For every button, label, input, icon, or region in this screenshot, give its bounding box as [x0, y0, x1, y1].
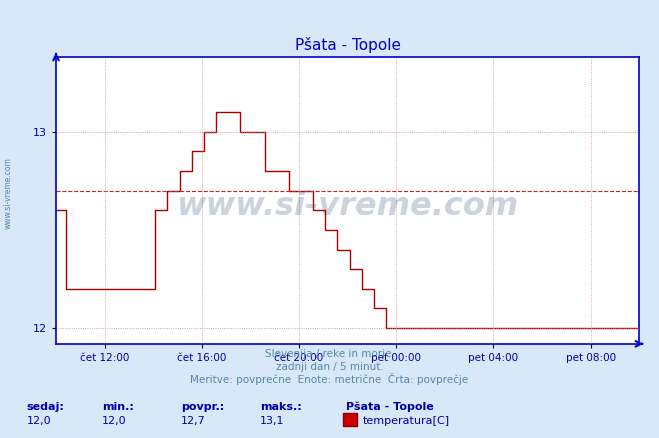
Text: Meritve: povprečne  Enote: metrične  Črta: povprečje: Meritve: povprečne Enote: metrične Črta:… — [190, 373, 469, 385]
Text: sedaj:: sedaj: — [26, 402, 64, 412]
Text: 12,7: 12,7 — [181, 416, 206, 426]
Text: min.:: min.: — [102, 402, 134, 412]
Text: Slovenija / reke in morje.: Slovenija / reke in morje. — [264, 349, 395, 359]
Text: 13,1: 13,1 — [260, 416, 285, 426]
Text: temperatura[C]: temperatura[C] — [362, 416, 449, 426]
Text: zadnji dan / 5 minut.: zadnji dan / 5 minut. — [275, 362, 384, 372]
Text: povpr.:: povpr.: — [181, 402, 225, 412]
Text: www.si-vreme.com: www.si-vreme.com — [3, 157, 13, 229]
Text: 12,0: 12,0 — [26, 416, 51, 426]
Text: Pšata - Topole: Pšata - Topole — [346, 401, 434, 412]
Title: Pšata - Topole: Pšata - Topole — [295, 37, 401, 53]
Text: www.si-vreme.com: www.si-vreme.com — [177, 191, 519, 222]
Text: maks.:: maks.: — [260, 402, 302, 412]
Text: 12,0: 12,0 — [102, 416, 127, 426]
